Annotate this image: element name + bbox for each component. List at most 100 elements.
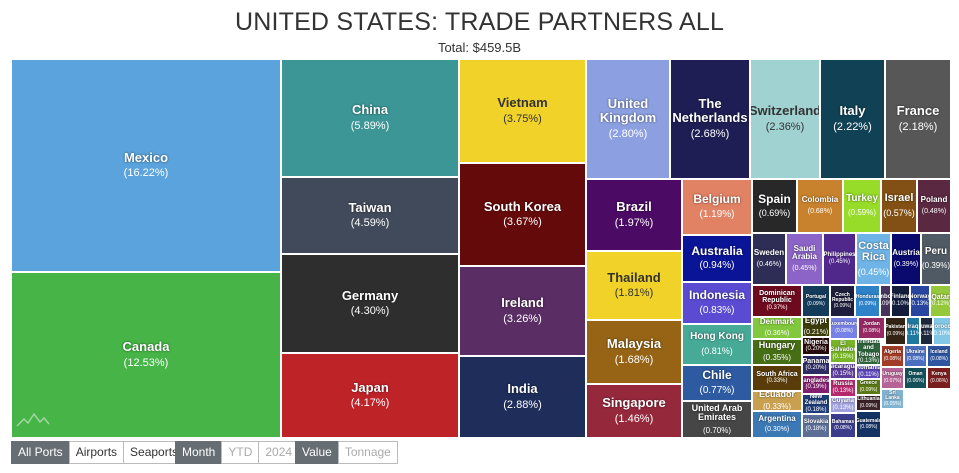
treemap-cell-romania[interactable]: Romania (0.11%) bbox=[856, 365, 881, 379]
treemap-cell-egypt[interactable]: Egypt (0.21%) bbox=[802, 317, 830, 337]
treemap-cell-portugal[interactable]: Portugal (0.09%) bbox=[802, 285, 830, 317]
cell-percent: (0.08%) bbox=[930, 355, 948, 362]
treemap-cell-cambodia[interactable]: Cambodia(0.09%) bbox=[880, 285, 891, 317]
treemap-cell-indonesia[interactable]: Indonesia (0.83%) bbox=[682, 282, 752, 324]
cell-percent: (0.11%) bbox=[907, 330, 919, 337]
treemap-cell-hong-kong[interactable]: Hong Kong (0.81%) bbox=[682, 324, 752, 365]
treemap-cell-nicaragua[interactable]: Nicaragua(0.15%) bbox=[830, 363, 856, 379]
treemap-cell-colombia[interactable]: Colombia (0.68%) bbox=[797, 179, 843, 233]
treemap-cell-qatar[interactable]: Qatar (0.12%) bbox=[930, 285, 951, 317]
treemap-cell-switzerland[interactable]: Switzerland (2.36%) bbox=[750, 59, 820, 179]
cell-label: Qatar bbox=[931, 293, 950, 301]
period-ytd-button[interactable]: YTD bbox=[221, 441, 260, 464]
treemap-cell-sweden[interactable]: Sweden (0.46%) bbox=[752, 233, 786, 285]
treemap-cell-finland[interactable]: Finland(0.10%) bbox=[891, 285, 910, 317]
treemap-cell-morocco[interactable]: Morocco(0.10%) bbox=[933, 317, 951, 345]
cell-label: Cambodia bbox=[881, 294, 891, 301]
treemap-cell-belgium[interactable]: Belgium (1.19%) bbox=[682, 179, 752, 235]
treemap-cell-el-salvador[interactable]: El Salvador (0.15%) bbox=[830, 339, 856, 363]
treemap-cell-ecuador[interactable]: Ecuador (0.33%) bbox=[752, 391, 802, 411]
treemap-cell-kenya[interactable]: Kenya (0.06%) bbox=[927, 367, 951, 389]
treemap-cell-algeria[interactable]: Algeria (0.08%) bbox=[881, 345, 904, 367]
treemap-cell-nigeria[interactable]: Nigeria (0.20%) bbox=[802, 337, 830, 355]
treemap-cell-canada[interactable]: Canada (12.53%) bbox=[11, 272, 281, 438]
treemap-cell-germany[interactable]: Germany (4.30%) bbox=[281, 254, 459, 353]
treemap-cell-norway[interactable]: Norway (0.13%) bbox=[910, 285, 930, 317]
treemap-cell-vietnam[interactable]: Vietnam (3.75%) bbox=[459, 59, 586, 163]
treemap-cell-poland[interactable]: Poland (0.48%) bbox=[917, 179, 951, 233]
treemap-cell-argentina[interactable]: Argentina (0.30%) bbox=[752, 411, 802, 438]
treemap-cell-denmark[interactable]: Denmark (0.36%) bbox=[752, 317, 802, 339]
treemap-cell-lithuania[interactable]: Lithuania (0.09%) bbox=[856, 395, 881, 411]
treemap-cell-the-netherlands[interactable]: The Netherlands (2.68%) bbox=[670, 59, 750, 179]
treemap-cell-czech-republic[interactable]: Czech Republic (0.09%) bbox=[830, 285, 855, 317]
treemap-cell-chile[interactable]: Chile (0.77%) bbox=[682, 365, 752, 401]
treemap-cell-mexico[interactable]: Mexico (16.22%) bbox=[11, 59, 281, 272]
treemap-cell-iraq[interactable]: Iraq(0.11%) bbox=[906, 317, 920, 345]
treemap-cell-honduras[interactable]: Honduras (0.09%) bbox=[855, 285, 880, 317]
treemap-cell-united-kingdom[interactable]: United Kingdom (2.80%) bbox=[586, 59, 670, 179]
cell-label: Dominican Republic bbox=[759, 290, 795, 305]
treemap-cell-peru[interactable]: Peru (0.39%) bbox=[921, 233, 951, 285]
cell-percent: (0.18%) bbox=[805, 406, 827, 413]
treemap-cell-australia[interactable]: Australia (0.94%) bbox=[682, 235, 752, 282]
period-month-button[interactable]: Month bbox=[175, 441, 223, 464]
treemap-cell-bahamas[interactable]: Bahamas (0.08%) bbox=[830, 413, 856, 438]
treemap-cell-austria[interactable]: Austria (0.39%) bbox=[891, 233, 921, 285]
treemap-cell-jordan[interactable]: Jordan (0.08%) bbox=[858, 317, 885, 339]
treemap-cell-malaysia[interactable]: Malaysia (1.68%) bbox=[586, 320, 682, 384]
treemap-cell-slovakia[interactable]: Slovakia (0.18%) bbox=[802, 414, 830, 438]
treemap-cell-guyana[interactable]: Guyana (0.13%) bbox=[830, 397, 856, 413]
treemap-cell-philippines[interactable]: Philippines (0.45%) bbox=[823, 233, 856, 285]
treemap-cell-iceland[interactable]: Iceland (0.08%) bbox=[927, 345, 951, 367]
treemap-cell-luxembourg[interactable]: Luxembourg (0.08%) bbox=[830, 317, 858, 339]
measure-tonnage-button[interactable]: Tonnage bbox=[337, 441, 398, 464]
treemap-cell-uruguay[interactable]: Uruguay (0.07%) bbox=[881, 367, 904, 389]
cell-percent: (0.09%) bbox=[880, 300, 890, 307]
treemap-cell-thailand[interactable]: Thailand (1.81%) bbox=[586, 251, 682, 320]
treemap-cell-france[interactable]: France (2.18%) bbox=[885, 59, 951, 179]
treemap-cell-saudi-arabia[interactable]: Saudi Arabia (0.45%) bbox=[786, 233, 823, 285]
treemap-cell-taiwan[interactable]: Taiwan (4.59%) bbox=[281, 177, 459, 254]
treemap-cell-panama[interactable]: Panama (0.20%) bbox=[802, 355, 830, 375]
filter-airports-button[interactable]: Airports bbox=[68, 441, 125, 464]
treemap-cell-guatemala[interactable]: Guatemala (0.08%) bbox=[856, 411, 881, 438]
treemap-cell-brazil[interactable]: Brazil (1.97%) bbox=[586, 179, 682, 251]
cell-label: Iceland bbox=[930, 349, 948, 356]
cell-percent: (0.09%) bbox=[858, 300, 877, 307]
filter-all-ports-button[interactable]: All Ports bbox=[11, 441, 70, 464]
treemap-cell-costa-rica[interactable]: Costa Rica (0.45%) bbox=[856, 233, 891, 285]
cell-label: Italy bbox=[839, 103, 866, 119]
treemap-cell-new-zealand[interactable]: New Zealand (0.18%) bbox=[802, 394, 830, 414]
treemap-cell-hungary[interactable]: Hungary (0.35%) bbox=[752, 339, 802, 365]
treemap-cell-singapore[interactable]: Singapore (1.46%) bbox=[586, 384, 682, 438]
cell-label: Honduras bbox=[855, 294, 880, 301]
treemap-cell-japan[interactable]: Japan (4.17%) bbox=[281, 353, 459, 438]
treemap-cell-ireland[interactable]: Ireland (3.26%) bbox=[459, 266, 586, 356]
period-2024-button[interactable]: 2024 bbox=[258, 441, 300, 464]
treemap-cell-india[interactable]: India (2.88%) bbox=[459, 356, 586, 438]
treemap-cell-sri-lanka[interactable]: Sri Lanka (0.05%) bbox=[881, 389, 904, 409]
treemap-cell-pakistan[interactable]: Pakistan (0.09%) bbox=[885, 317, 906, 345]
filter-seaports-button[interactable]: Seaports bbox=[123, 441, 186, 464]
treemap-cell-trinidad-and-tobago[interactable]: Trinidad and Tobago (0.13%) bbox=[856, 339, 881, 365]
treemap-cell-spain[interactable]: Spain (0.69%) bbox=[752, 179, 797, 233]
treemap-cell-turkey[interactable]: Turkey (0.59%) bbox=[843, 179, 881, 233]
treemap-cell-ukraine[interactable]: Ukraine (0.08%) bbox=[904, 345, 927, 367]
measure-value-button[interactable]: Value bbox=[295, 441, 339, 464]
treemap-cell-greece[interactable]: Greece (0.09%) bbox=[856, 379, 881, 395]
cell-label: Lithuania bbox=[857, 396, 880, 403]
treemap-cell-oman[interactable]: Oman (0.06%) bbox=[904, 367, 927, 389]
treemap-cell-italy[interactable]: Italy (2.22%) bbox=[820, 59, 885, 179]
treemap-cell-russia[interactable]: Russia (0.13%) bbox=[830, 379, 856, 397]
treemap-cell-israel[interactable]: Israel (0.57%) bbox=[881, 179, 917, 233]
treemap-cell-united-arab-emirates[interactable]: United Arab Emirates (0.70%) bbox=[682, 401, 752, 438]
treemap-cell-dominican-republic[interactable]: Dominican Republic (0.37%) bbox=[752, 285, 802, 317]
treemap-cell-south-africa[interactable]: South Africa (0.33%) bbox=[752, 365, 802, 391]
treemap-cell-south-korea[interactable]: South Korea (3.67%) bbox=[459, 163, 586, 266]
cell-label: Turkey bbox=[845, 193, 879, 205]
cell-percent: (1.46%) bbox=[614, 412, 654, 425]
treemap-cell-bangladesh[interactable]: Bangladesh(0.19%) bbox=[802, 375, 830, 394]
treemap-cell-kuwait[interactable]: Kuwait(0.11%) bbox=[920, 317, 933, 345]
treemap-cell-china[interactable]: China (5.89%) bbox=[281, 59, 459, 177]
